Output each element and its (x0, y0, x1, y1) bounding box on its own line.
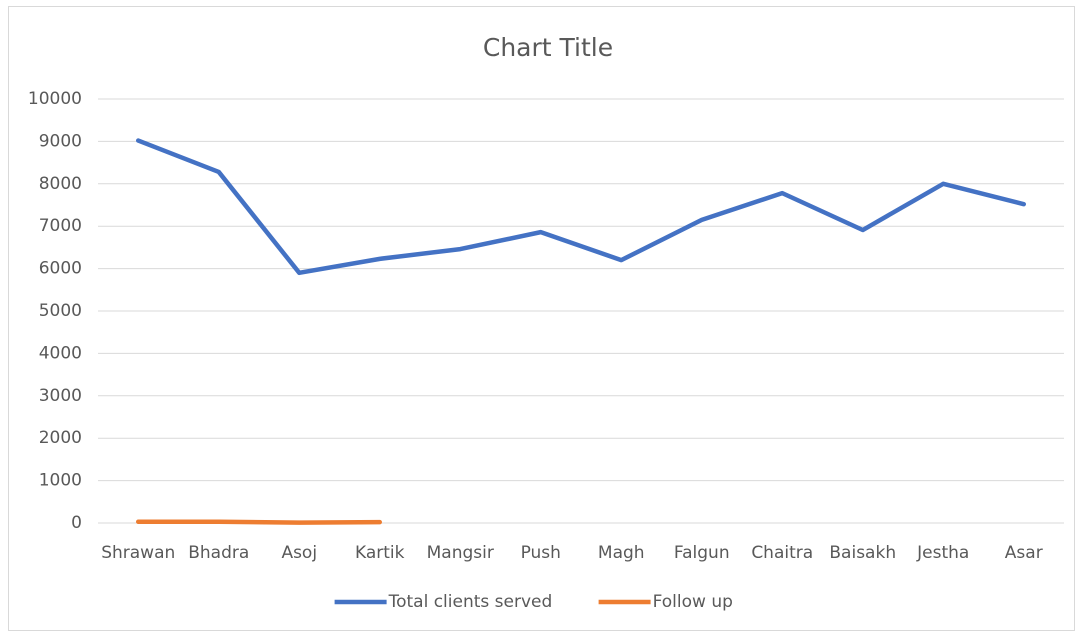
x-tick-label: Kartik (355, 543, 405, 563)
y-tick-label: 6000 (39, 259, 82, 279)
x-tick-label: Chaitra (751, 543, 813, 563)
y-tick-label: 9000 (39, 131, 82, 151)
x-tick-label: Jestha (916, 543, 969, 563)
y-tick-label: 0 (71, 513, 82, 533)
line-series (136, 519, 382, 525)
legend-label: Follow up (653, 592, 733, 612)
x-tick-label: Bhadra (188, 543, 249, 563)
y-tick-label: 2000 (39, 428, 82, 448)
y-tick-label: 1000 (39, 471, 82, 491)
y-tick-label: 7000 (39, 216, 82, 236)
y-tick-label: 10000 (28, 89, 82, 109)
x-tick-label: Baisakh (829, 543, 896, 563)
x-tick-label: Push (521, 543, 561, 563)
x-tick-label: Asar (1005, 543, 1043, 563)
x-tick-label: Shrawan (101, 543, 175, 563)
chart-frame (8, 6, 1075, 631)
line-series (136, 138, 1026, 276)
x-tick-label: Magh (598, 543, 645, 563)
x-tick-label: Asoj (281, 543, 317, 563)
legend-label: Total clients served (388, 592, 553, 612)
x-tick-label: Mangsir (427, 543, 494, 563)
y-tick-label: 3000 (39, 386, 82, 406)
y-tick-label: 4000 (39, 343, 82, 363)
x-tick-label: Falgun (674, 543, 730, 563)
y-tick-label: 5000 (39, 301, 82, 321)
chart-title: Chart Title (483, 33, 613, 62)
y-tick-label: 8000 (39, 174, 82, 194)
